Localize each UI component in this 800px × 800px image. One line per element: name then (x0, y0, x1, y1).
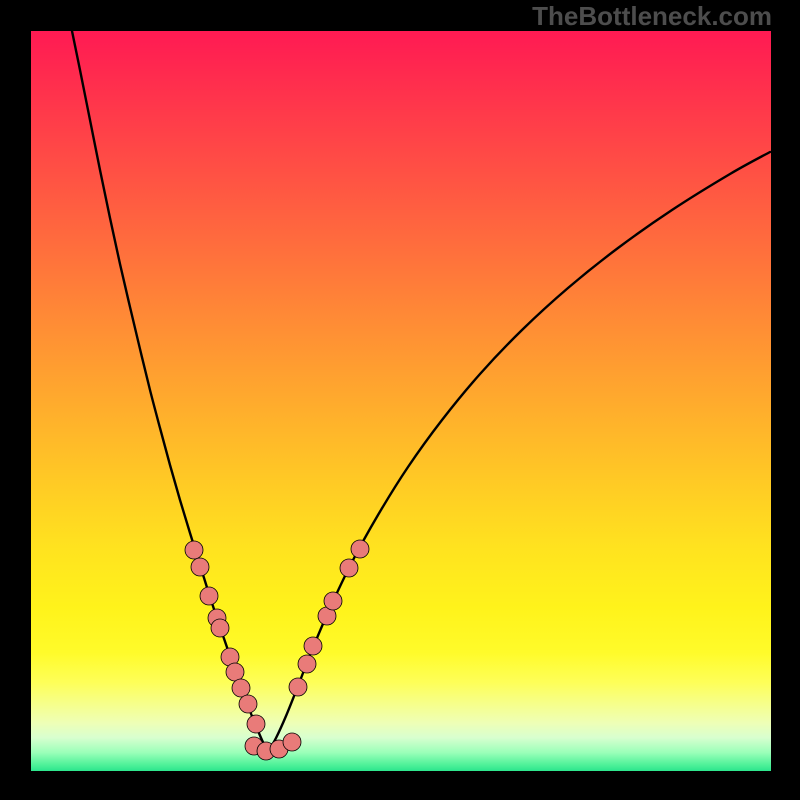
curve-left-branch (72, 31, 268, 752)
marker-dot (304, 637, 322, 655)
plot-area (31, 31, 771, 771)
marker-dot (340, 559, 358, 577)
marker-dot (298, 655, 316, 673)
marker-dot (185, 541, 203, 559)
marker-dot (247, 715, 265, 733)
curve-right-branch (268, 152, 770, 752)
chart-svg (31, 31, 771, 771)
marker-dot (239, 695, 257, 713)
marker-dot (211, 619, 229, 637)
marker-dot (232, 679, 250, 697)
marker-dot (351, 540, 369, 558)
marker-dot (191, 558, 209, 576)
marker-dot (226, 663, 244, 681)
marker-dot (289, 678, 307, 696)
marker-dots-group (185, 540, 369, 760)
chart-root: TheBottleneck.com (0, 0, 800, 800)
marker-dot (200, 587, 218, 605)
marker-dot (283, 733, 301, 751)
marker-dot (324, 592, 342, 610)
watermark-text: TheBottleneck.com (532, 1, 772, 32)
